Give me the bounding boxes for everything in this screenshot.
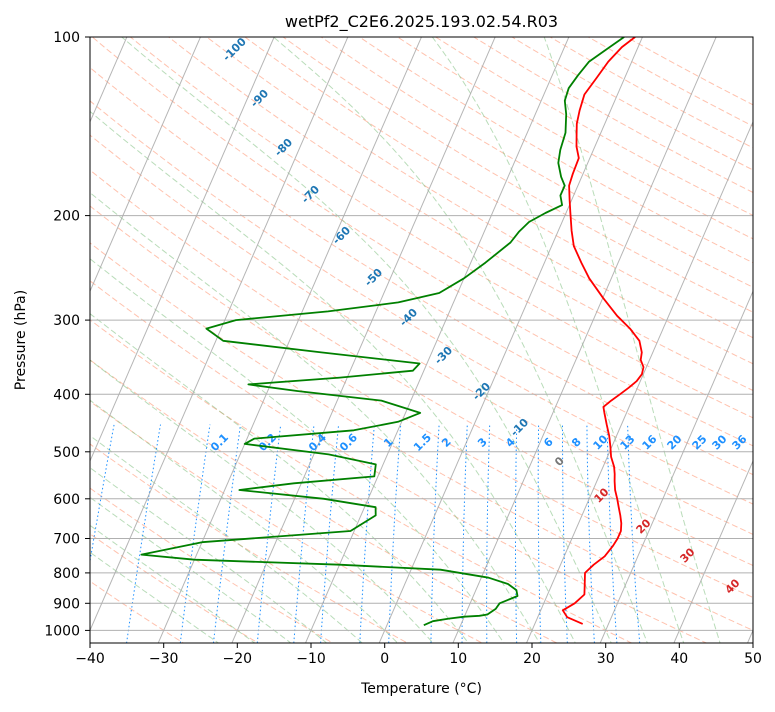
- x-tick-label: 30: [597, 651, 615, 667]
- x-tick-label: 40: [670, 651, 688, 667]
- y-tick-label: 500: [53, 445, 80, 461]
- x-tick-label: 20: [523, 651, 541, 667]
- x-axis-label: Temperature (°C): [360, 681, 482, 697]
- x-tick-label: 50: [744, 651, 762, 667]
- y-axis-label: Pressure (hPa): [13, 290, 29, 390]
- y-tick-label: 1000: [44, 623, 80, 639]
- y-tick-label: 600: [53, 492, 80, 508]
- x-tick-label: −30: [149, 651, 179, 667]
- y-tick-label: 900: [53, 596, 80, 612]
- x-tick-label: −20: [223, 651, 253, 667]
- y-tick-label: 400: [53, 387, 80, 403]
- y-tick-label: 700: [53, 532, 80, 548]
- y-tick-label: 300: [53, 313, 80, 329]
- x-tick-label: 0: [380, 651, 389, 667]
- y-tick-label: 800: [53, 566, 80, 582]
- y-tick-label: 200: [53, 209, 80, 225]
- y-tick-label: 100: [53, 30, 80, 46]
- chart-title: wetPf2_C2E6.2025.193.02.54.R03: [285, 12, 558, 32]
- x-tick-label: −40: [75, 651, 105, 667]
- x-tick-label: 10: [449, 651, 467, 667]
- x-tick-label: −10: [296, 651, 326, 667]
